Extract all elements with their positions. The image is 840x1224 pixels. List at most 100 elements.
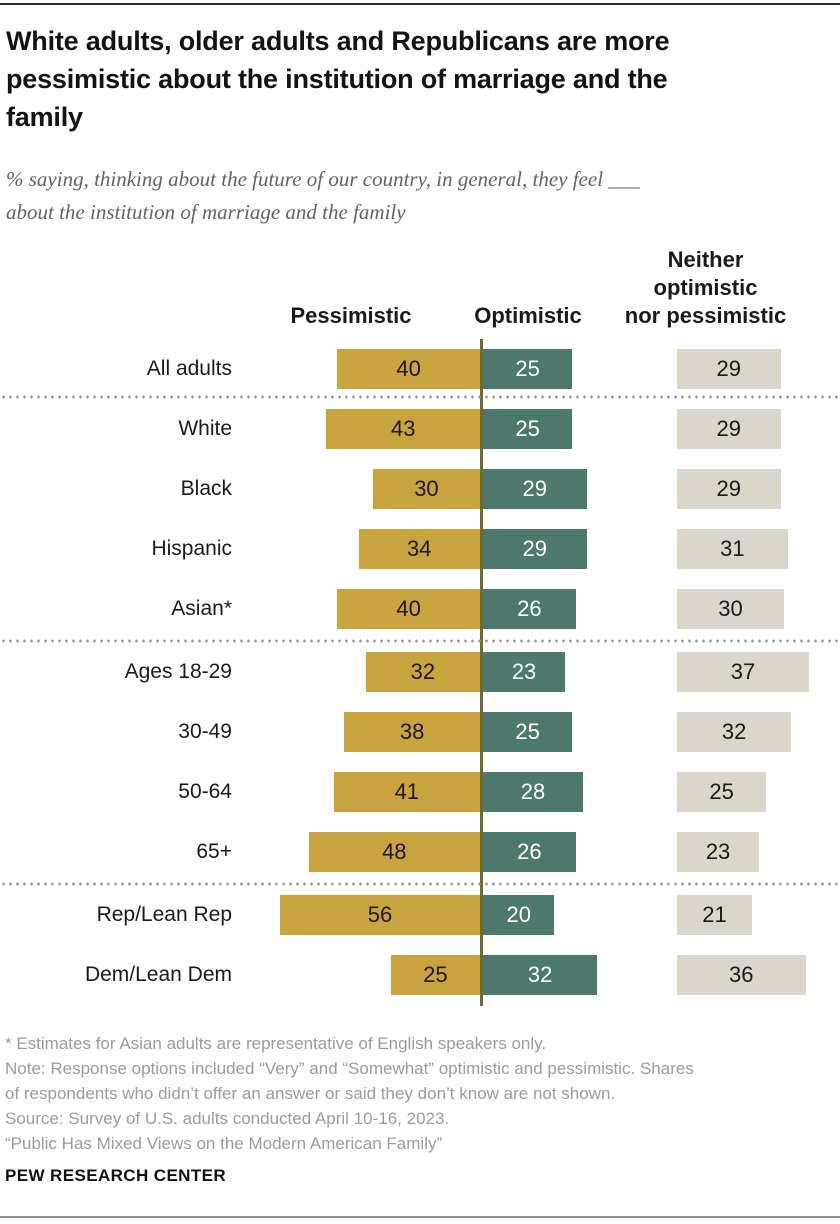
row-label: Ages 18-29 bbox=[124, 660, 232, 683]
optimistic-bar: 26 bbox=[483, 832, 576, 872]
pessimistic-bar-value: 40 bbox=[396, 356, 421, 381]
neither-bar: 25 bbox=[677, 772, 767, 812]
optimistic-bar-value: 23 bbox=[511, 659, 537, 684]
pessimistic-bar: 48 bbox=[308, 832, 480, 872]
optimistic-bar-value: 29 bbox=[522, 536, 547, 561]
pessimistic-bar-value: 40 bbox=[396, 596, 421, 621]
pessimistic-bar-value: 25 bbox=[423, 962, 448, 987]
chart-title-line: White adults, older adults and Republica… bbox=[6, 26, 670, 56]
neither-bar-value: 23 bbox=[705, 839, 731, 864]
top-divider bbox=[0, 3, 840, 5]
neither-bar: 36 bbox=[677, 955, 806, 995]
footnote-asterisk: * Estimates for Asian adults are represe… bbox=[5, 1034, 547, 1053]
zero-axis-line bbox=[480, 339, 483, 1006]
optimistic-bar-value: 26 bbox=[517, 596, 542, 621]
footnote-report-title: “Public Has Mixed Views on the Modern Am… bbox=[5, 1134, 443, 1153]
column-header-neither: Neither optimistic nor pessimistic bbox=[624, 247, 787, 328]
footnote-source: Source: Survey of U.S. adults conducted … bbox=[5, 1109, 450, 1128]
optimistic-bar: 28 bbox=[483, 772, 583, 812]
neither-bar: 30 bbox=[677, 589, 785, 629]
optimistic-bar: 29 bbox=[483, 529, 587, 569]
optimistic-bar: 25 bbox=[483, 712, 573, 752]
optimistic-bar: 29 bbox=[483, 469, 587, 509]
row-label: Black bbox=[180, 477, 232, 500]
neither-bar-value: 32 bbox=[721, 719, 747, 744]
bottom-divider bbox=[0, 1216, 840, 1218]
neither-bar-value: 37 bbox=[730, 659, 756, 684]
neither-bar: 29 bbox=[677, 349, 781, 389]
chart-subtitle-line: about the institution of marriage and th… bbox=[6, 200, 406, 224]
pessimistic-bar: 56 bbox=[280, 895, 480, 935]
optimistic-bar: 32 bbox=[483, 955, 598, 995]
neither-bar: 29 bbox=[677, 469, 781, 509]
footnotes: * Estimates for Asian adults are represe… bbox=[5, 1031, 835, 1156]
pessimistic-bar: 40 bbox=[337, 589, 480, 629]
neither-bar: 32 bbox=[677, 712, 792, 752]
neither-bar-value: 29 bbox=[716, 416, 741, 441]
optimistic-bar-value: 32 bbox=[527, 962, 553, 987]
optimistic-bar-value: 28 bbox=[520, 779, 546, 804]
diverging-bar-chart: Pessimistic Optimistic Neither optimisti… bbox=[0, 247, 840, 1006]
optimistic-bar: 23 bbox=[483, 652, 566, 692]
dotted-group-separator bbox=[0, 639, 840, 643]
row-label: 50-64 bbox=[178, 780, 232, 803]
pessimistic-bar: 41 bbox=[333, 772, 480, 812]
row-label: Hispanic bbox=[151, 537, 232, 560]
pessimistic-bar-value: 30 bbox=[414, 476, 439, 501]
column-header-pessimistic: Pessimistic bbox=[290, 303, 412, 328]
row-label: Dem/Lean Dem bbox=[84, 963, 232, 986]
pessimistic-bar-value: 56 bbox=[367, 902, 393, 927]
pessimistic-bar: 32 bbox=[365, 652, 480, 692]
optimistic-bar: 25 bbox=[483, 409, 573, 449]
chart-subtitle-line: % saying, thinking about the future of o… bbox=[6, 167, 640, 191]
neither-bar: 23 bbox=[677, 832, 760, 872]
optimistic-bar-value: 29 bbox=[522, 476, 547, 501]
neither-bar: 29 bbox=[677, 409, 781, 449]
row-label: Rep/Lean Rep bbox=[96, 903, 232, 926]
optimistic-bar: 25 bbox=[483, 349, 573, 389]
neither-bar: 21 bbox=[677, 895, 752, 935]
pessimistic-bar: 30 bbox=[372, 469, 480, 509]
chart-subtitle: % saying, thinking about the future of o… bbox=[6, 163, 826, 229]
pessimistic-bar-value: 48 bbox=[382, 839, 407, 864]
pessimistic-bar: 25 bbox=[390, 955, 480, 995]
column-header-optimistic: Optimistic bbox=[474, 303, 582, 328]
pessimistic-bar-value: 43 bbox=[390, 416, 416, 441]
optimistic-bar-value: 25 bbox=[515, 416, 540, 441]
neither-bar-value: 29 bbox=[716, 356, 741, 381]
pessimistic-bar-value: 32 bbox=[410, 659, 436, 684]
row-label: 65+ bbox=[196, 840, 232, 863]
optimistic-bar-value: 25 bbox=[515, 356, 540, 381]
pessimistic-bar: 38 bbox=[344, 712, 480, 752]
neither-bar-value: 29 bbox=[716, 476, 741, 501]
pessimistic-bar: 43 bbox=[326, 409, 480, 449]
row-label: White bbox=[178, 417, 232, 440]
neither-bar-value: 25 bbox=[709, 779, 734, 804]
neither-bar: 31 bbox=[677, 529, 788, 569]
pessimistic-bar-value: 34 bbox=[407, 536, 432, 561]
optimistic-bar-value: 20 bbox=[506, 902, 531, 927]
chart-title: White adults, older adults and Republica… bbox=[6, 22, 836, 136]
dotted-group-separator bbox=[0, 395, 840, 399]
optimistic-bar-value: 25 bbox=[515, 719, 540, 744]
row-label: Asian* bbox=[171, 597, 232, 620]
chart-title-line: pessimistic about the institution of mar… bbox=[6, 64, 668, 94]
neither-bar: 37 bbox=[677, 652, 810, 692]
neither-bar-value: 31 bbox=[720, 536, 745, 561]
chart-title-line: family bbox=[6, 102, 83, 132]
pessimistic-bar: 40 bbox=[337, 349, 480, 389]
optimistic-bar: 26 bbox=[483, 589, 576, 629]
row-label: All adults bbox=[146, 357, 232, 380]
pessimistic-bar: 34 bbox=[358, 529, 480, 569]
optimistic-bar: 20 bbox=[483, 895, 555, 935]
neither-bar-value: 36 bbox=[729, 962, 754, 987]
branding: PEW RESEARCH CENTER bbox=[5, 1166, 227, 1185]
neither-bar-value: 21 bbox=[702, 902, 727, 927]
pessimistic-bar-value: 38 bbox=[399, 719, 425, 744]
optimistic-bar-value: 26 bbox=[517, 839, 542, 864]
pessimistic-bar-value: 41 bbox=[394, 779, 420, 804]
neither-bar-value: 30 bbox=[718, 596, 743, 621]
footnote-note-line: of respondents who didn’t offer an answe… bbox=[5, 1084, 616, 1103]
footnote-note-line: Note: Response options included “Very” a… bbox=[5, 1059, 694, 1078]
